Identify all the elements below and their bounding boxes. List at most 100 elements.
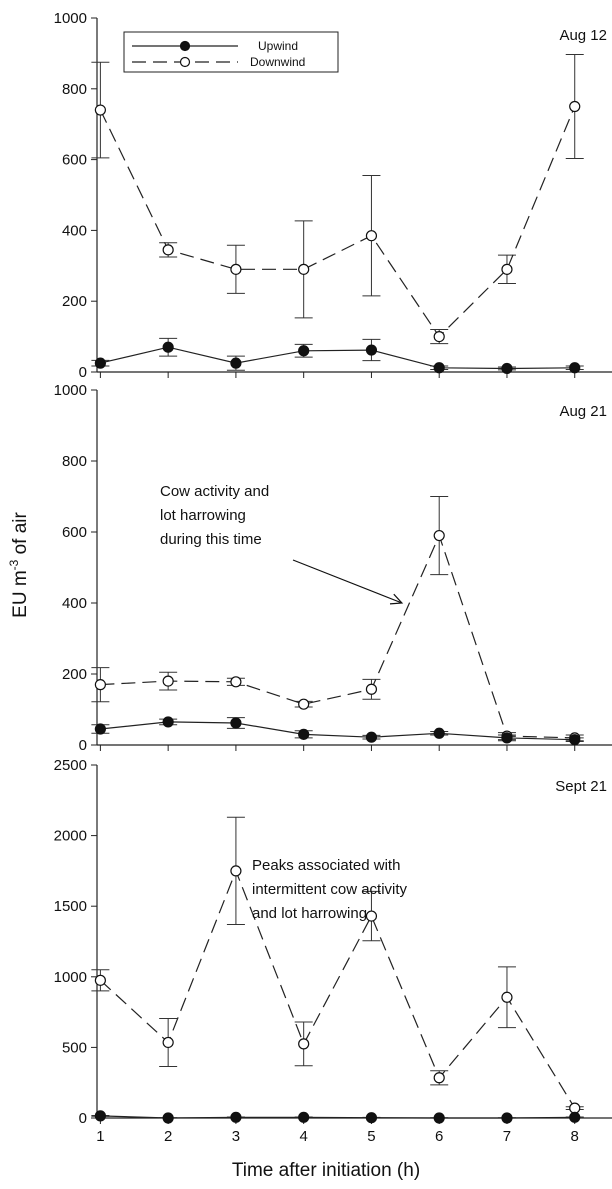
data-point-upwind [501, 362, 513, 375]
series-line-downwind [100, 533, 575, 739]
annotation-text: during this time [160, 531, 262, 548]
data-point-upwind [162, 341, 174, 353]
legend-label: Downwind [250, 55, 305, 69]
annotation-arrow [292, 559, 403, 604]
data-point-upwind [230, 1111, 242, 1123]
legend-marker-upwind [179, 40, 191, 52]
data-point-downwind [433, 529, 445, 542]
data-point-downwind [569, 1102, 581, 1114]
data-point-upwind [230, 717, 242, 729]
panel-label: Aug 21 [559, 403, 607, 420]
data-point-upwind [433, 1112, 445, 1124]
series-upwind [91, 337, 584, 375]
series-upwind [91, 716, 584, 746]
y-tick-label: 500 [62, 1039, 87, 1056]
y-tick-label: 800 [62, 81, 87, 98]
series-line-upwind [100, 346, 575, 370]
annotation-arrowhead [389, 593, 404, 605]
series-line-upwind [100, 1115, 575, 1119]
panel-sept-21: 0 500 1000 1500 2000 2500 1 2 3 4 5 6 7 8 Sept 21 Peaks… [54, 757, 612, 1145]
data-point-downwind [433, 1072, 445, 1084]
series-line-downwind [99, 106, 576, 338]
data-point-downwind [230, 865, 242, 877]
data-point-downwind [162, 1036, 174, 1049]
data-point-upwind [501, 1112, 513, 1124]
y-tick-label: 0 [79, 364, 87, 381]
data-point-downwind [162, 675, 174, 687]
data-point-upwind [162, 1112, 174, 1124]
annotation-text: Peaks associated with [252, 857, 400, 874]
series-upwind [91, 1110, 584, 1124]
data-point-downwind [230, 676, 242, 688]
legend-marker-downwind [179, 56, 191, 68]
data-point-downwind [162, 244, 174, 256]
data-point-downwind [94, 679, 106, 691]
panel-label: Aug 12 [559, 27, 607, 44]
data-point-upwind [433, 362, 445, 374]
data-point-downwind [298, 1038, 310, 1050]
data-point-upwind [298, 1111, 310, 1123]
y-tick-label: 1000 [54, 382, 87, 399]
y-tick-label: 200 [62, 293, 87, 310]
panel-aug-21: 0 200 400 600 800 1000 Aug 21 Cow activity and l… [54, 382, 612, 754]
legend-label: Upwind [258, 39, 298, 53]
annotation-text: intermittent cow activity [252, 881, 408, 898]
series-downwind [91, 816, 584, 1114]
data-point-upwind [569, 734, 581, 746]
y-tick-label: 800 [62, 453, 87, 470]
x-tick-label: 4 [300, 1128, 308, 1145]
data-point-upwind [365, 344, 378, 356]
data-point-upwind [230, 357, 242, 369]
x-tick-label: 6 [435, 1128, 443, 1145]
y-tick-label: 0 [79, 737, 87, 754]
data-point-upwind [94, 357, 106, 369]
data-point-upwind [365, 731, 378, 743]
x-tick-label: 8 [571, 1128, 579, 1145]
data-point-downwind [94, 104, 106, 116]
data-point-downwind [433, 331, 445, 343]
panel-label: Sept 21 [555, 778, 607, 795]
y-tick-label: 1000 [54, 969, 87, 986]
data-point-upwind [569, 362, 581, 374]
data-point-downwind [230, 263, 242, 275]
data-point-upwind [94, 1110, 106, 1122]
y-tick-label: 600 [62, 524, 87, 541]
data-point-upwind [162, 716, 174, 728]
data-point-downwind [298, 698, 310, 710]
data-point-downwind [365, 230, 378, 242]
y-tick-label: 400 [62, 595, 87, 612]
panel-aug-12: 0 200 400 600 800 1000 Aug 12 Upwind Downwind [54, 10, 612, 381]
y-tick-label: 1000 [54, 10, 87, 27]
data-point-downwind [365, 683, 378, 695]
data-point-upwind [365, 1112, 378, 1124]
annotation-text: and lot harrowing [252, 905, 367, 922]
annotation-text: Cow activity and [160, 483, 269, 500]
data-point-upwind [569, 1111, 581, 1123]
x-tick-label: 7 [503, 1128, 511, 1145]
y-tick-label: 2000 [54, 828, 87, 845]
data-point-downwind [298, 263, 310, 275]
y-tick-label: 2500 [54, 757, 87, 774]
x-axis-title: Time after initiation (h) [232, 1160, 420, 1181]
data-point-downwind [94, 974, 106, 986]
y-tick-label: 400 [62, 222, 87, 239]
y-axis-title: EU m-3 of air [7, 511, 31, 617]
y-tick-label: 0 [79, 1110, 87, 1127]
annotation-text: lot harrowing [160, 507, 246, 524]
x-tick-label: 1 [96, 1128, 104, 1145]
legend-box [123, 31, 339, 73]
x-tick-label: 2 [164, 1128, 172, 1145]
data-point-downwind [501, 263, 513, 275]
series-downwind [91, 53, 584, 345]
data-point-upwind [433, 727, 445, 739]
legend: Upwind Downwind [123, 31, 339, 73]
y-tick-label: 200 [62, 666, 87, 683]
y-tick-label: 1500 [54, 898, 87, 915]
data-point-upwind [298, 345, 310, 357]
x-tick-label: 3 [232, 1128, 240, 1145]
x-tick-label: 5 [367, 1128, 375, 1145]
data-point-upwind [298, 728, 310, 740]
y-tick-label: 600 [62, 152, 87, 169]
series-line-downwind [99, 869, 576, 1109]
data-point-downwind [569, 100, 581, 113]
